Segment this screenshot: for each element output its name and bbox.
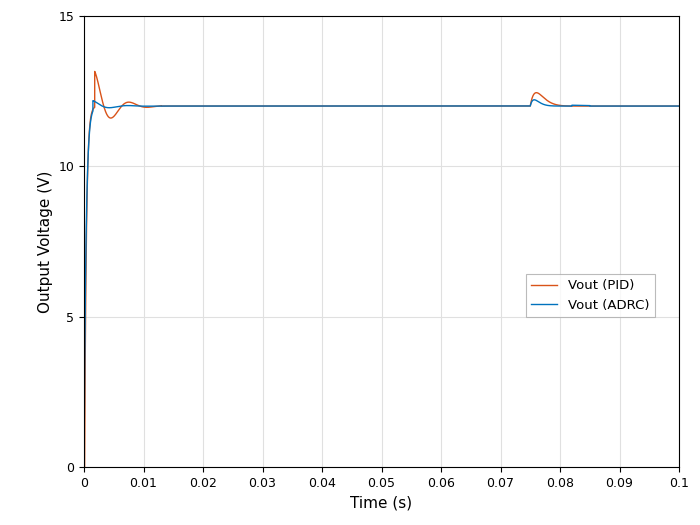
Vout (ADRC) [438, 103, 447, 109]
Vout (PID) [90, 68, 99, 75]
Vout (ADRC) [530, 97, 538, 103]
Vout (PID) [402, 103, 411, 109]
Vout (ADRC) [223, 103, 231, 109]
Y-axis label: Output Voltage (V): Output Voltage (V) [38, 170, 52, 313]
X-axis label: Time (s): Time (s) [351, 496, 412, 510]
Vout (ADRC) [522, 103, 530, 109]
Vout (ADRC) [308, 103, 316, 109]
Vout (PID) [80, 464, 88, 470]
Line: Vout (PID): Vout (PID) [84, 71, 679, 467]
Vout (PID) [308, 103, 316, 109]
Vout (ADRC) [120, 102, 129, 109]
Vout (ADRC) [80, 464, 88, 470]
Vout (ADRC) [402, 103, 411, 109]
Line: Vout (ADRC): Vout (ADRC) [84, 100, 679, 467]
Vout (PID) [522, 103, 530, 109]
Legend: Vout (PID), Vout (ADRC): Vout (PID), Vout (ADRC) [526, 274, 655, 317]
Vout (PID) [120, 100, 129, 107]
Vout (ADRC) [675, 103, 683, 109]
Vout (PID) [223, 103, 231, 109]
Vout (PID) [675, 103, 683, 109]
Vout (PID) [438, 103, 447, 109]
